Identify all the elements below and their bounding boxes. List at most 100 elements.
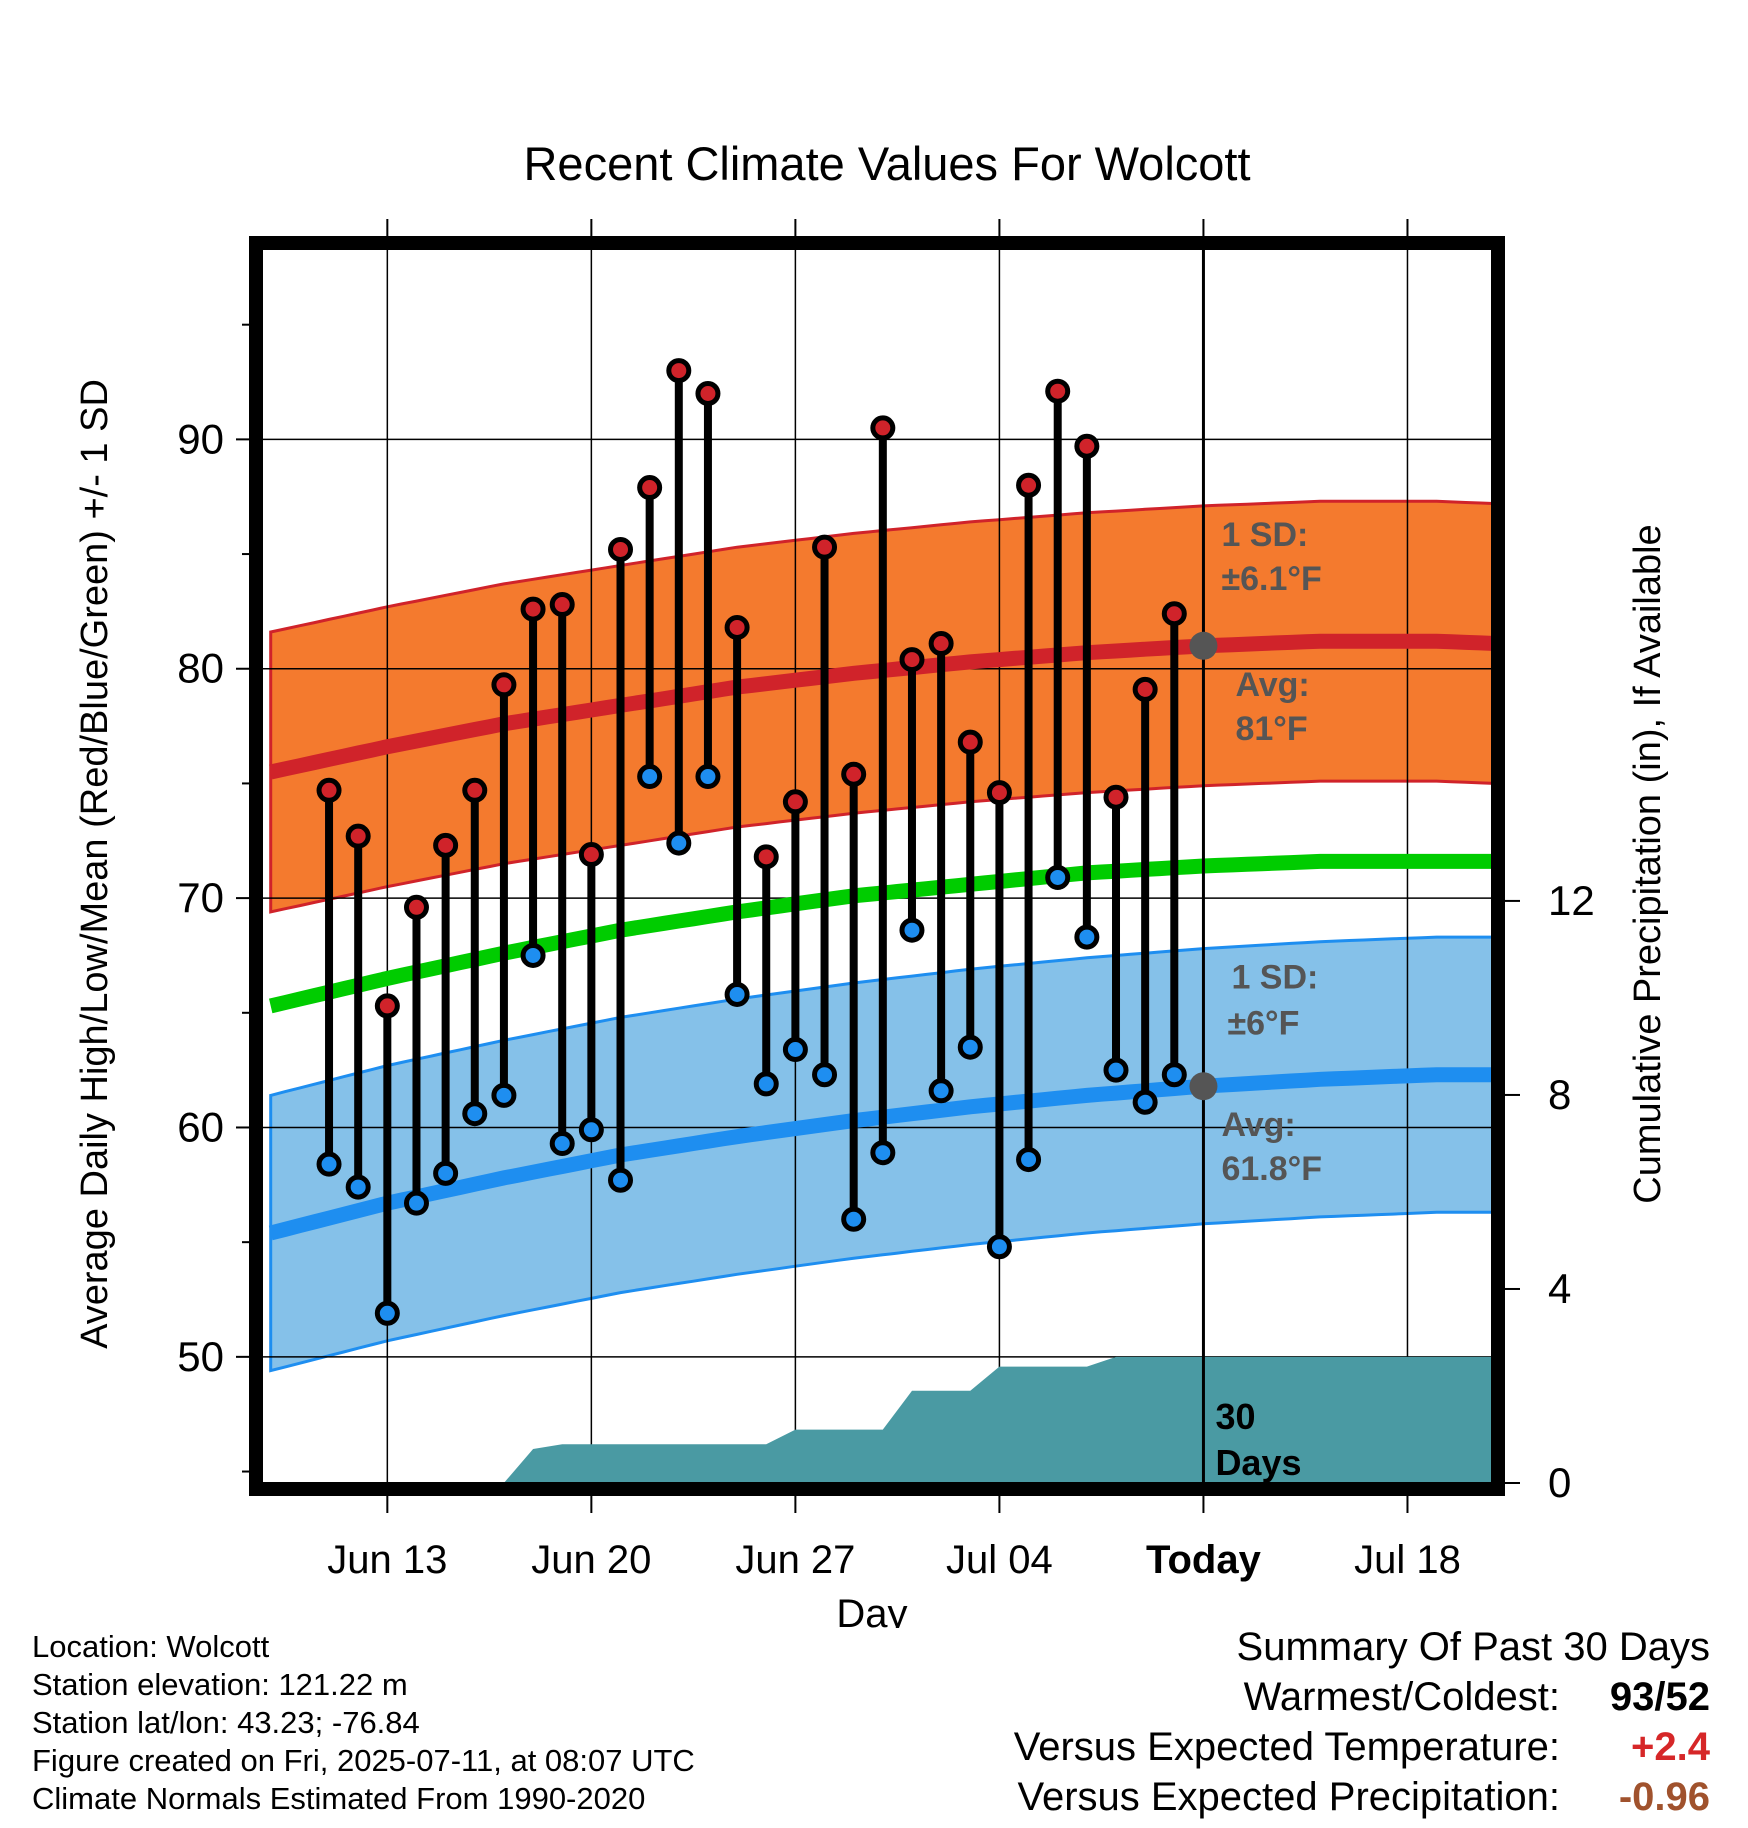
climate-chart: 1 SD: ±6.1°F Avg: 81°F 1 SD: ±6°F Avg: 61.8°F 30…	[74, 137, 1669, 1628]
summary-precip-row: Versus Expected Precipitation: -0.96	[1014, 1772, 1710, 1822]
today-high-normal-marker	[1189, 631, 1218, 660]
daily-low-point	[899, 917, 925, 943]
daily-high-point	[316, 777, 342, 803]
window-label-unit: Days	[1215, 1442, 1301, 1483]
summary-temp-row: Versus Expected Temperature: +2.4	[1014, 1722, 1710, 1772]
daily-low-point	[1161, 1062, 1187, 1088]
daily-high-point	[433, 832, 459, 858]
daily-high-point	[1132, 676, 1158, 702]
daily-high-point	[1016, 472, 1042, 498]
daily-low-point	[374, 1300, 400, 1326]
summary-temp-value: +2.4	[1631, 1725, 1710, 1769]
x-tick-label: Jun 20	[531, 1538, 651, 1582]
daily-low-point	[1103, 1057, 1129, 1083]
daily-high-point	[899, 647, 925, 673]
y-tick-label: 70	[177, 874, 224, 921]
daily-high-point	[957, 729, 983, 755]
summary-precip-label: Versus Expected Precipitation:	[1017, 1775, 1560, 1819]
y-tick-label: 90	[177, 415, 224, 462]
daily-high-point	[928, 631, 954, 657]
daily-low-point	[462, 1101, 488, 1127]
x-tick-label: Jun 27	[735, 1538, 855, 1582]
daily-high-point	[403, 894, 429, 920]
low-avg-value: 61.8°F	[1221, 1150, 1322, 1188]
daily-high-point	[345, 823, 371, 849]
y2-tick-label: 0	[1548, 1459, 1571, 1506]
summary-temp-label: Versus Expected Temperature:	[1013, 1725, 1560, 1769]
daily-high-point	[841, 761, 867, 787]
high-avg-label: Avg:	[1235, 666, 1309, 704]
daily-low-point	[637, 764, 663, 790]
x-tick-label: Jul 04	[946, 1538, 1053, 1582]
daily-low-point	[1016, 1147, 1042, 1173]
station-info: Location: Wolcott Station elevation: 121…	[32, 1628, 695, 1818]
daily-high-point	[1103, 784, 1129, 810]
daily-low-point	[345, 1174, 371, 1200]
precip-area	[183, 1356, 1495, 1483]
daily-low-point	[841, 1206, 867, 1232]
daily-low-point	[928, 1078, 954, 1104]
high-avg-value: 81°F	[1235, 710, 1307, 748]
y2-axis-label: Cumulative Precipitation (in), If Availa…	[1627, 524, 1669, 1203]
daily-low-point	[870, 1140, 896, 1166]
info-elevation: Station elevation: 121.22 m	[32, 1667, 408, 1702]
summary-panel: Summary Of Past 30 Days Warmest/Coldest:…	[1014, 1622, 1710, 1822]
daily-high-point	[608, 536, 634, 562]
x-tick-label: Today	[1146, 1538, 1262, 1582]
daily-high-point	[1074, 433, 1100, 459]
summary-precip-value: -0.96	[1618, 1775, 1710, 1819]
x-axis-label: Day	[836, 1592, 907, 1628]
daily-high-point	[549, 592, 575, 618]
daily-low-point	[753, 1071, 779, 1097]
daily-low-point	[578, 1117, 604, 1143]
info-created: Figure created on Fri, 2025-07-11, at 08…	[32, 1743, 695, 1778]
y-tick-label: 80	[177, 645, 224, 692]
summary-warmest-row: Warmest/Coldest: 93/52	[1014, 1672, 1710, 1722]
daily-high-point	[462, 777, 488, 803]
y-tick-label: 60	[177, 1103, 224, 1150]
daily-high-point	[491, 672, 517, 698]
high-sd-value: ±6.1°F	[1221, 560, 1321, 598]
daily-low-point	[549, 1131, 575, 1157]
low-sd-value: ±6°F	[1227, 1005, 1299, 1043]
daily-low-point	[695, 764, 721, 790]
y2-tick-label: 12	[1548, 877, 1595, 924]
daily-low-point	[812, 1062, 838, 1088]
daily-high-point	[986, 780, 1012, 806]
daily-high-point	[520, 596, 546, 622]
daily-low-point	[1074, 924, 1100, 950]
today-low-normal-marker	[1189, 1072, 1218, 1101]
daily-high-point	[666, 358, 692, 384]
summary-title: Summary Of Past 30 Days	[1236, 1625, 1710, 1669]
chart-title: Recent Climate Values For Wolcott	[523, 137, 1250, 190]
y-axis-label: Average Daily High/Low/Mean (Red/Blue/Gr…	[74, 379, 116, 1349]
daily-high-point	[753, 844, 779, 870]
summary-warmest-value: 93/52	[1609, 1675, 1710, 1719]
daily-high-point	[782, 789, 808, 815]
daily-low-point	[316, 1151, 342, 1177]
x-tick-label: Jun 13	[327, 1538, 447, 1582]
y2-tick-label: 4	[1548, 1265, 1571, 1312]
info-location: Location: Wolcott	[32, 1629, 270, 1664]
daily-high-point	[1161, 601, 1187, 627]
high-sd-label: 1 SD:	[1221, 516, 1308, 554]
x-tick-label: Jul 18	[1354, 1538, 1461, 1582]
daily-high-point	[812, 534, 838, 560]
daily-high-point	[1045, 378, 1071, 404]
daily-high-point	[637, 475, 663, 501]
daily-high-point	[695, 381, 721, 407]
daily-low-point	[608, 1167, 634, 1193]
daily-low-point	[433, 1160, 459, 1186]
daily-high-point	[870, 415, 896, 441]
plot-frame	[249, 236, 1505, 1496]
daily-low-point	[782, 1036, 808, 1062]
daily-high-point	[578, 842, 604, 868]
daily-low-point	[724, 981, 750, 1007]
info-latlon: Station lat/lon: 43.23; -76.84	[32, 1705, 420, 1740]
daily-low-point	[491, 1082, 517, 1108]
daily-low-point	[957, 1034, 983, 1060]
low-sd-label: 1 SD:	[1231, 959, 1318, 997]
summary-warmest-label: Warmest/Coldest:	[1243, 1675, 1560, 1719]
daily-high-point	[724, 614, 750, 640]
daily-low-point	[520, 942, 546, 968]
